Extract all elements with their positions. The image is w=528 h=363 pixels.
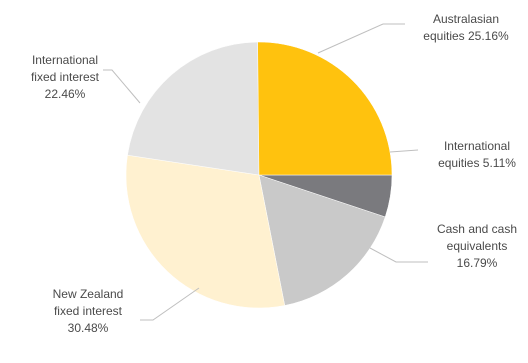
slice-label-line: fixed interest: [31, 70, 100, 84]
slice-label-line: equivalents: [447, 239, 508, 253]
slice-label-line: Cash and cash: [437, 222, 517, 236]
slice-label: New Zealand fixed interest 30.48%: [53, 287, 124, 335]
slice-label-line: International: [444, 139, 510, 153]
slice-label-line: equities 5.11%: [438, 156, 516, 170]
slice-label: International fixed interest 22.46%: [31, 53, 100, 101]
slice-label-line: International: [32, 53, 98, 67]
slice-label: Australasian equities 25.16%: [423, 12, 509, 43]
pie-slice-australasian-equities: [257, 41, 393, 176]
leader-line: [317, 23, 405, 54]
slice-label-line: Australasian: [433, 12, 499, 26]
pie-slice-new-zealand-fixed-interest: [125, 154, 286, 309]
leader-lines: [103, 23, 428, 321]
leader-line: [140, 287, 200, 321]
leader-line: [369, 247, 428, 263]
slice-label: International equities 5.11%: [438, 139, 516, 170]
slice-labels: International equities 5.11% Cash and cash…: [31, 12, 517, 335]
slice-label-line: fixed interest: [54, 304, 123, 318]
slice-label-line: 16.79%: [457, 256, 498, 270]
pie-slice-cash-and-cash-equivalents: [258, 174, 386, 306]
slice-label-line: New Zealand: [53, 287, 124, 301]
slice-label-line: equities 25.16%: [423, 29, 509, 43]
slice-label-line: 30.48%: [68, 321, 109, 335]
leader-line: [103, 69, 141, 104]
pie-slice-international-fixed-interest: [127, 41, 260, 176]
pie-slices: [125, 41, 393, 309]
slice-label-line: 22.46%: [45, 87, 86, 101]
leader-line: [389, 149, 419, 153]
slice-label: Cash and cash equivalents 16.79%: [437, 222, 517, 270]
